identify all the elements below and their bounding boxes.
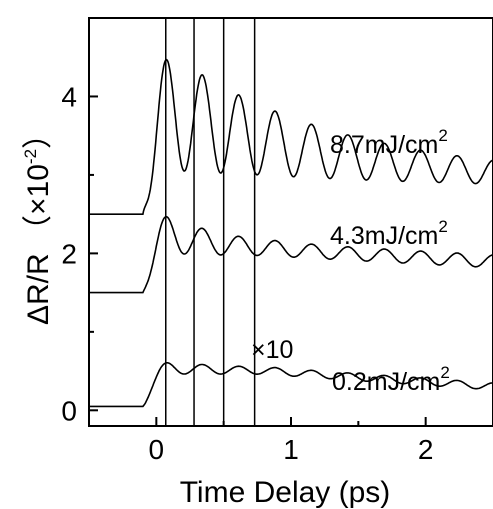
data-series: [89, 58, 493, 408]
y-axis-label-close: ）: [22, 119, 55, 149]
series-line-2: [89, 362, 493, 408]
y-axis-label: ΔR/R （×10: [22, 164, 55, 325]
series-line-1: [89, 215, 493, 294]
multiplier-label: ×10: [251, 336, 293, 364]
vertical-markers: [165, 18, 256, 426]
series-label-exponent-0: 2: [438, 126, 447, 145]
series-label-1: 4.3mJ/cm2: [330, 217, 448, 250]
series-label-exponent-2: 2: [440, 363, 449, 382]
x-tick-label-0: 0: [149, 434, 165, 465]
series-label-exponent-1: 2: [438, 217, 447, 236]
series-line-0: [89, 58, 493, 215]
series-label-0: 8.7mJ/cm2: [330, 126, 448, 159]
series-label-2: 0.2mJ/cm2: [332, 363, 450, 396]
y-tick-label-2: 4: [61, 81, 77, 112]
x-axis-label: Time Delay (ps): [180, 476, 391, 509]
svg-text:ΔR/R （×10-2）: ΔR/R （×10-2）: [21, 119, 55, 325]
x-tick-label-2: 2: [418, 434, 434, 465]
series-label-text-1: 4.3mJ/cm: [330, 222, 438, 250]
y-axis-label-exponent: -2: [21, 149, 40, 164]
series-label-text-2: 0.2mJ/cm: [332, 368, 440, 396]
x-tick-label-1: 1: [283, 434, 299, 465]
y-axis-label-group: ΔR/R （×10-2）: [21, 119, 55, 325]
axis-ticks: 0 1 2 0 2 4: [61, 81, 433, 465]
y-tick-label-0: 0: [61, 395, 77, 426]
y-tick-label-1: 2: [61, 238, 77, 269]
series-label-text-0: 8.7mJ/cm: [330, 131, 438, 159]
